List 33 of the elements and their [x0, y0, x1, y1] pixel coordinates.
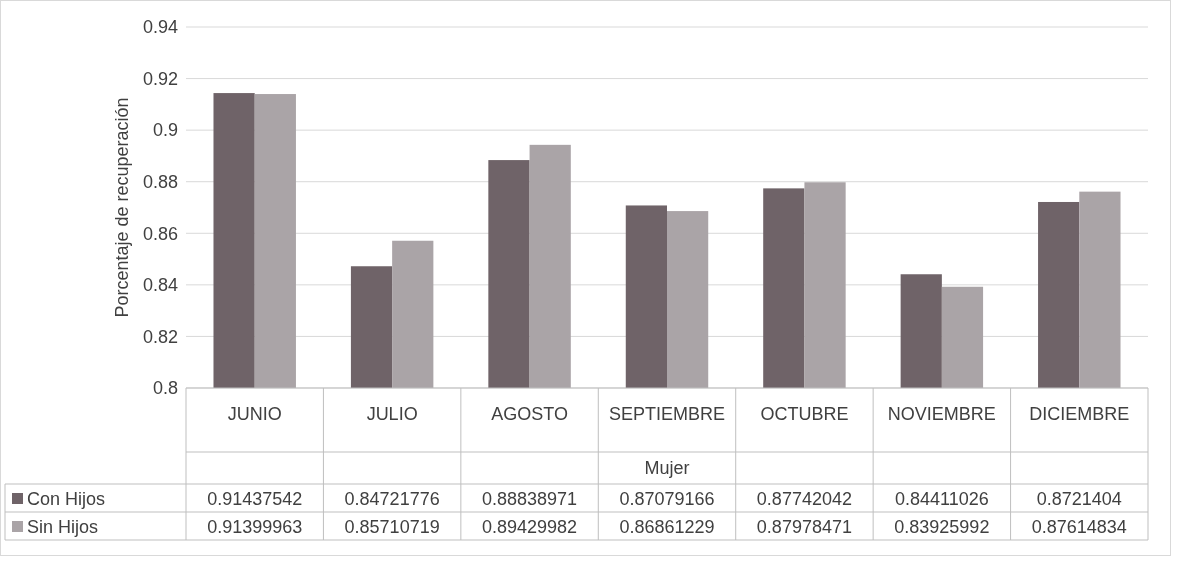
x-tick-label: JUNIO	[227, 404, 282, 424]
data-label: 0.87742042	[756, 489, 852, 509]
data-label: 0.91437542	[207, 489, 303, 509]
data-label: 0.8721404	[1036, 489, 1122, 509]
legend-label: Con Hijos	[27, 489, 106, 509]
y-tick-label: 0.9	[152, 120, 178, 141]
x-tick-label: OCTUBRE	[760, 404, 849, 424]
legend-label: Sin Hijos	[27, 517, 99, 537]
data-label: 0.84721776	[344, 489, 440, 509]
y-tick-label: 0.84	[142, 275, 178, 296]
data-label: 0.88838971	[482, 489, 578, 509]
data-label: 0.87978471	[756, 517, 852, 537]
data-label: 0.84411026	[894, 489, 989, 509]
data-label: 0.83925992	[894, 517, 990, 537]
x-tick-label: SEPTIEMBRE	[608, 404, 726, 424]
x-tick-label: AGOSTO	[491, 404, 568, 424]
x-tick-label: JULIO	[366, 404, 418, 424]
x-axis-title: Mujer	[644, 458, 690, 478]
x-tick-label: NOVIEMBRE	[887, 404, 996, 424]
data-label: 0.85710719	[344, 517, 440, 537]
y-tick-label: 0.86	[142, 223, 178, 244]
data-label: 0.87079166	[619, 489, 715, 509]
x-tick-label: DICIEMBRE	[1029, 404, 1130, 424]
y-tick-label: 0.82	[142, 326, 178, 347]
data-label: 0.86861229	[619, 517, 715, 537]
y-tick-label: 0.92	[142, 68, 178, 89]
data-label: 0.91399963	[207, 517, 303, 537]
y-tick-label: 0.8	[152, 378, 178, 399]
y-tick-label: 0.88	[142, 171, 178, 192]
y-axis-title: Porcentaje de recuperación	[112, 97, 132, 318]
data-label: 0.89429982	[482, 517, 578, 537]
data-label: 0.87614834	[1031, 517, 1127, 537]
y-tick-label: 0.94	[142, 17, 178, 38]
